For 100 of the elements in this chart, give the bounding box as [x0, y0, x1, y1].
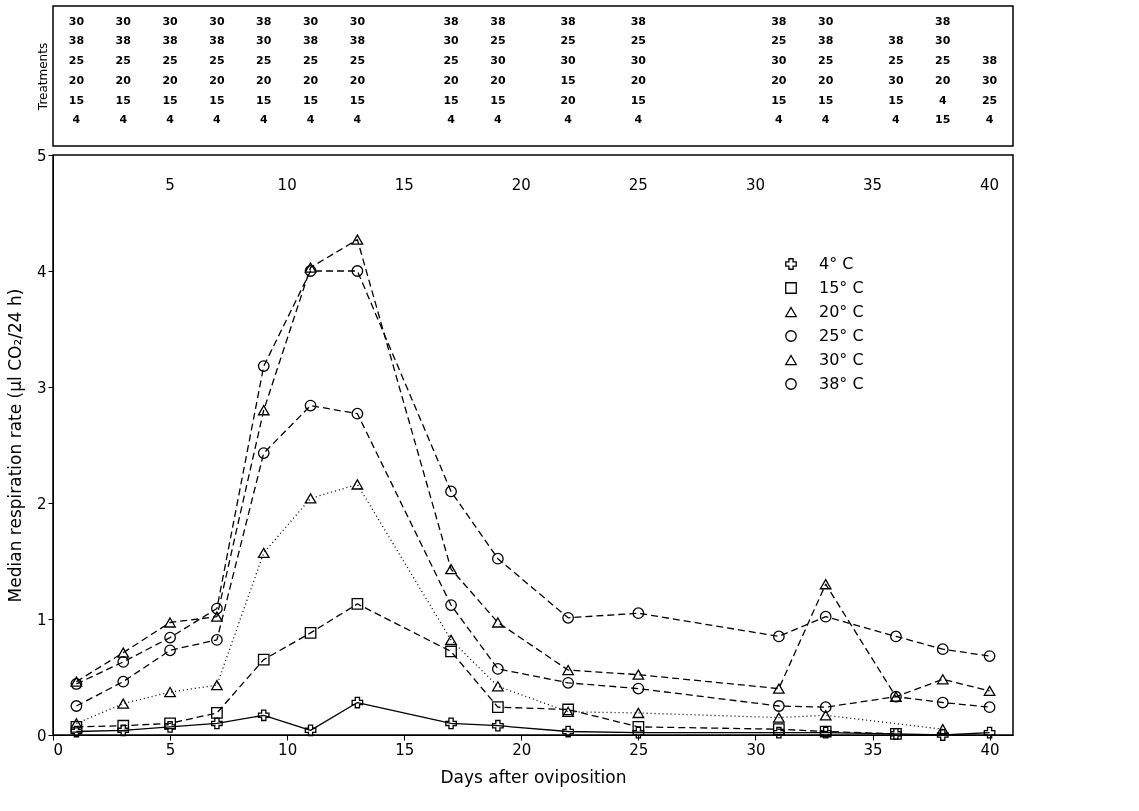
x-tick-label: 5	[165, 740, 176, 759]
point	[351, 598, 364, 610]
point	[772, 712, 785, 723]
point	[491, 552, 504, 565]
text: 30 38 25 20 15 4	[818, 14, 834, 127]
y-tick-label: 3	[36, 378, 47, 397]
point	[491, 681, 504, 692]
point	[491, 663, 504, 675]
point	[70, 720, 83, 733]
point	[70, 700, 83, 712]
point	[632, 682, 645, 695]
legend-label: 38° C	[819, 374, 864, 393]
point	[819, 579, 832, 590]
point	[211, 679, 223, 691]
point	[304, 265, 317, 277]
point	[351, 234, 364, 245]
point	[445, 717, 457, 730]
y-tick-label: 0	[36, 726, 47, 745]
point	[983, 726, 996, 739]
point	[632, 669, 645, 680]
point	[70, 725, 83, 738]
point	[257, 447, 270, 459]
point	[491, 719, 504, 732]
point	[562, 611, 575, 624]
y-axis-title: Median respiration rate (µl CO₂/24 h)	[4, 288, 25, 603]
point	[351, 696, 364, 709]
point	[632, 726, 645, 739]
text: 30 38 25 20 15 4	[68, 14, 85, 127]
point	[819, 610, 832, 623]
point	[117, 647, 130, 658]
point	[70, 718, 83, 729]
text: 38 30 25 20 4 15	[935, 14, 951, 127]
point	[819, 710, 832, 721]
text: 38 30 25 20 15 4	[256, 14, 272, 127]
point	[164, 617, 176, 628]
legend-label: 25° C	[819, 326, 864, 345]
point	[445, 645, 457, 658]
point	[257, 653, 270, 666]
point	[936, 696, 949, 709]
x-tick-label: 40	[980, 740, 1000, 759]
x-tick-label: 15	[395, 740, 415, 759]
point	[983, 685, 996, 697]
point	[491, 617, 504, 628]
point	[936, 643, 949, 656]
x2-tick-label: 35	[862, 176, 883, 194]
point	[211, 634, 223, 646]
text: 38 30 25 20 15 4	[443, 14, 460, 127]
x2-tick-label: 15	[394, 176, 414, 194]
point	[772, 700, 785, 712]
point	[164, 644, 176, 657]
text: 30 38 25 20 15 4	[349, 14, 366, 127]
x-tick-label: 35	[863, 740, 883, 759]
y-tick-label: 5	[36, 146, 47, 165]
text: 38 30 25 4	[981, 54, 998, 127]
point	[117, 656, 130, 668]
text: 30 38 25 20 15 4	[302, 14, 319, 127]
x2-tick-label: 10	[277, 176, 297, 194]
point	[304, 493, 317, 504]
point	[304, 399, 317, 412]
text: 38 25 30 20 15 4	[771, 14, 787, 127]
point	[211, 707, 223, 719]
point	[211, 717, 223, 730]
x2-tick-label: 25	[628, 176, 648, 194]
point	[304, 262, 317, 273]
point	[304, 724, 317, 737]
point	[257, 547, 270, 559]
y-tick-label: 2	[36, 494, 47, 513]
point	[445, 485, 457, 498]
text: 30 38 25 20 15 4	[209, 14, 225, 127]
text: 30 38 25 20 15 4	[115, 14, 132, 127]
legend-label: 15° C	[819, 278, 864, 297]
point	[164, 631, 176, 644]
point	[562, 725, 575, 738]
point	[351, 265, 364, 277]
x2-tick-label: 30	[745, 176, 765, 194]
point	[117, 698, 130, 709]
point	[983, 650, 996, 662]
point	[304, 627, 317, 639]
x-axis-title: Days after oviposition	[440, 766, 627, 787]
point	[936, 674, 949, 685]
point	[632, 707, 645, 719]
point	[351, 407, 364, 420]
point	[164, 686, 176, 698]
point	[632, 720, 645, 733]
point	[936, 724, 949, 735]
legend-label: 30° C	[819, 350, 864, 369]
point	[445, 634, 457, 646]
x2-tick-label: 5	[165, 176, 175, 194]
text: Treatments	[35, 42, 50, 112]
point	[772, 630, 785, 643]
legend-label: 4° C	[819, 254, 854, 273]
text: 30 38 25 20 15 4	[162, 14, 179, 127]
legend-label: 20° C	[819, 302, 864, 321]
point	[117, 675, 130, 688]
point	[211, 611, 223, 622]
x-tick-label: 10	[278, 740, 298, 759]
x2-tick-label: 40	[980, 176, 1000, 194]
point	[211, 602, 223, 615]
point	[491, 701, 504, 714]
x-tick-label: 0	[53, 740, 64, 759]
